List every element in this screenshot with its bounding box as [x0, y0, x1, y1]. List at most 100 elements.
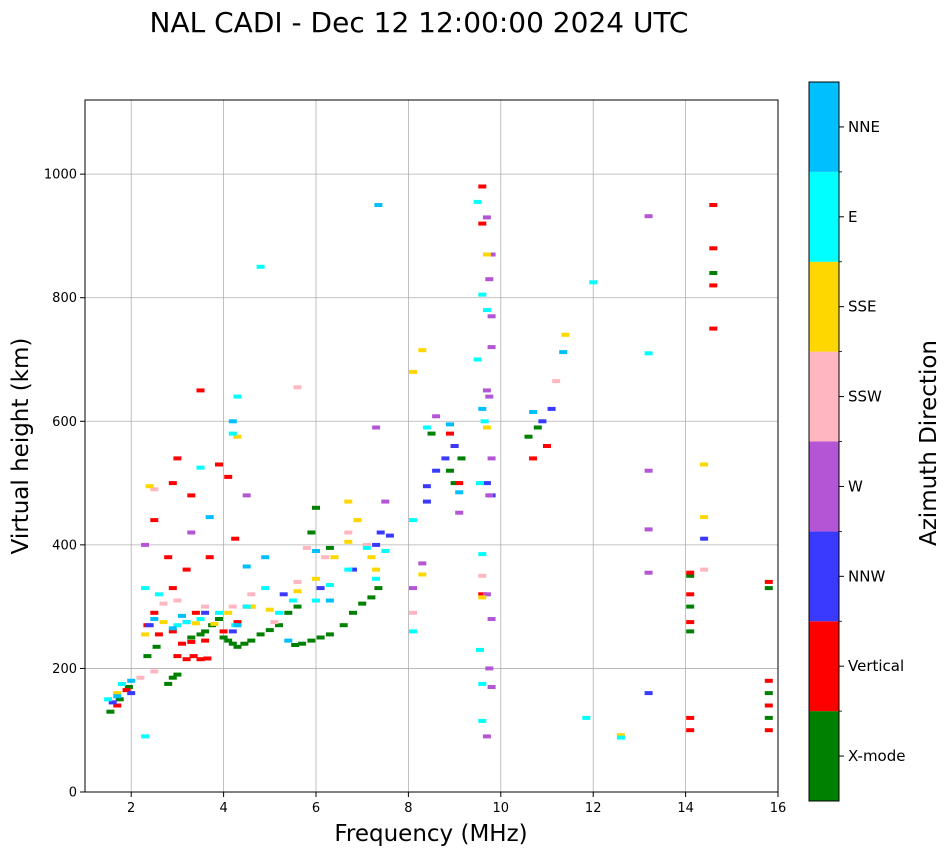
point-e — [409, 629, 417, 634]
point-x-mode — [307, 530, 316, 535]
point-sse — [482, 252, 491, 257]
point-e — [480, 419, 489, 424]
point-vertical — [686, 620, 695, 625]
y-tick-label: 600 — [52, 415, 77, 430]
point-e — [476, 481, 484, 486]
point-vertical — [150, 610, 159, 615]
point-x-mode — [228, 641, 237, 646]
colorbar-swatch-ssw — [809, 351, 839, 442]
point-vertical — [164, 555, 173, 560]
point-e — [261, 586, 270, 591]
point-sse — [145, 484, 154, 489]
point-x-mode — [196, 632, 205, 637]
point-e — [478, 718, 487, 723]
point-sse — [561, 332, 570, 337]
colorbar-swatch-sse — [809, 261, 839, 352]
point-vertical — [201, 638, 210, 643]
point-w — [482, 734, 491, 739]
point-e — [422, 425, 431, 430]
point-vertical — [686, 592, 695, 597]
point-nnw — [644, 691, 653, 696]
colorbar-tick-label: E — [848, 208, 857, 226]
point-vertical — [168, 629, 177, 634]
point-vertical — [709, 326, 718, 331]
point-sse — [312, 576, 320, 581]
point-vertical — [686, 570, 695, 575]
point-e — [104, 697, 113, 702]
point-sse — [418, 572, 427, 577]
point-nne — [168, 626, 177, 631]
colorbar-label: Azimuth Direction — [916, 340, 942, 546]
point-vertical — [122, 688, 131, 693]
x-tick-label: 12 — [585, 801, 602, 816]
point-w — [242, 493, 251, 498]
point-e — [589, 280, 598, 285]
point-e — [616, 735, 625, 740]
point-e — [196, 465, 205, 470]
point-sse — [367, 555, 376, 560]
colorbar-tick-label: W — [848, 477, 863, 495]
point-e — [476, 647, 484, 652]
point-vertical — [231, 536, 240, 541]
point-vertical — [215, 462, 223, 467]
point-ssw — [362, 542, 371, 547]
point-x-mode — [450, 481, 459, 486]
point-e — [478, 681, 487, 686]
point-e — [242, 604, 251, 609]
point-x-mode — [115, 697, 124, 702]
point-e — [409, 518, 417, 523]
point-w — [482, 215, 491, 220]
point-x-mode — [164, 681, 173, 686]
point-w — [418, 561, 427, 566]
x-tick-label: 2 — [127, 801, 135, 816]
point-nne — [284, 638, 293, 643]
point-e — [312, 598, 320, 603]
colorbar-swatch-w — [809, 441, 839, 532]
point-vertical — [173, 456, 182, 461]
point-x-mode — [374, 586, 383, 591]
x-tick-label: 6 — [312, 801, 320, 816]
point-w — [487, 685, 496, 689]
point-vertical — [709, 203, 718, 207]
point-x-mode — [152, 644, 161, 649]
point-nne — [261, 555, 270, 560]
point-w — [487, 252, 496, 257]
colorbar-tick-label: NNE — [848, 118, 880, 136]
point-vertical — [709, 246, 718, 251]
point-nne — [205, 515, 214, 520]
point-nnw — [700, 536, 709, 541]
point-nne — [127, 678, 136, 683]
point-sse — [265, 607, 274, 612]
point-x-mode — [367, 595, 376, 600]
point-vertical — [764, 579, 773, 584]
point-sse — [233, 434, 242, 439]
point-x-mode — [247, 638, 256, 643]
point-e — [473, 357, 482, 362]
point-vertical — [187, 493, 196, 498]
point-w — [487, 345, 496, 350]
point-x-mode — [533, 425, 542, 430]
colorbar-tick-label: Vertical — [848, 657, 904, 675]
point-sse — [344, 539, 353, 544]
point-x-mode — [764, 691, 773, 696]
point-w — [644, 468, 653, 473]
point-ssw — [201, 604, 210, 609]
point-sse — [159, 620, 168, 625]
point-vertical — [191, 610, 200, 615]
point-nnw — [228, 629, 237, 634]
point-x-mode — [293, 604, 302, 609]
point-e — [173, 623, 182, 628]
point-x-mode — [427, 431, 436, 436]
point-w — [485, 493, 494, 498]
point-nnw — [422, 484, 431, 489]
point-x-mode — [201, 629, 210, 634]
point-ssw — [344, 530, 353, 535]
y-tick-label: 0 — [69, 786, 77, 801]
point-sse — [113, 691, 122, 696]
point-nne — [325, 598, 334, 603]
point-ssw — [293, 385, 302, 390]
point-vertical — [182, 657, 191, 662]
point-x-mode — [325, 545, 334, 550]
point-x-mode — [686, 573, 695, 578]
colorbar-tick-label: NNW — [848, 567, 885, 585]
